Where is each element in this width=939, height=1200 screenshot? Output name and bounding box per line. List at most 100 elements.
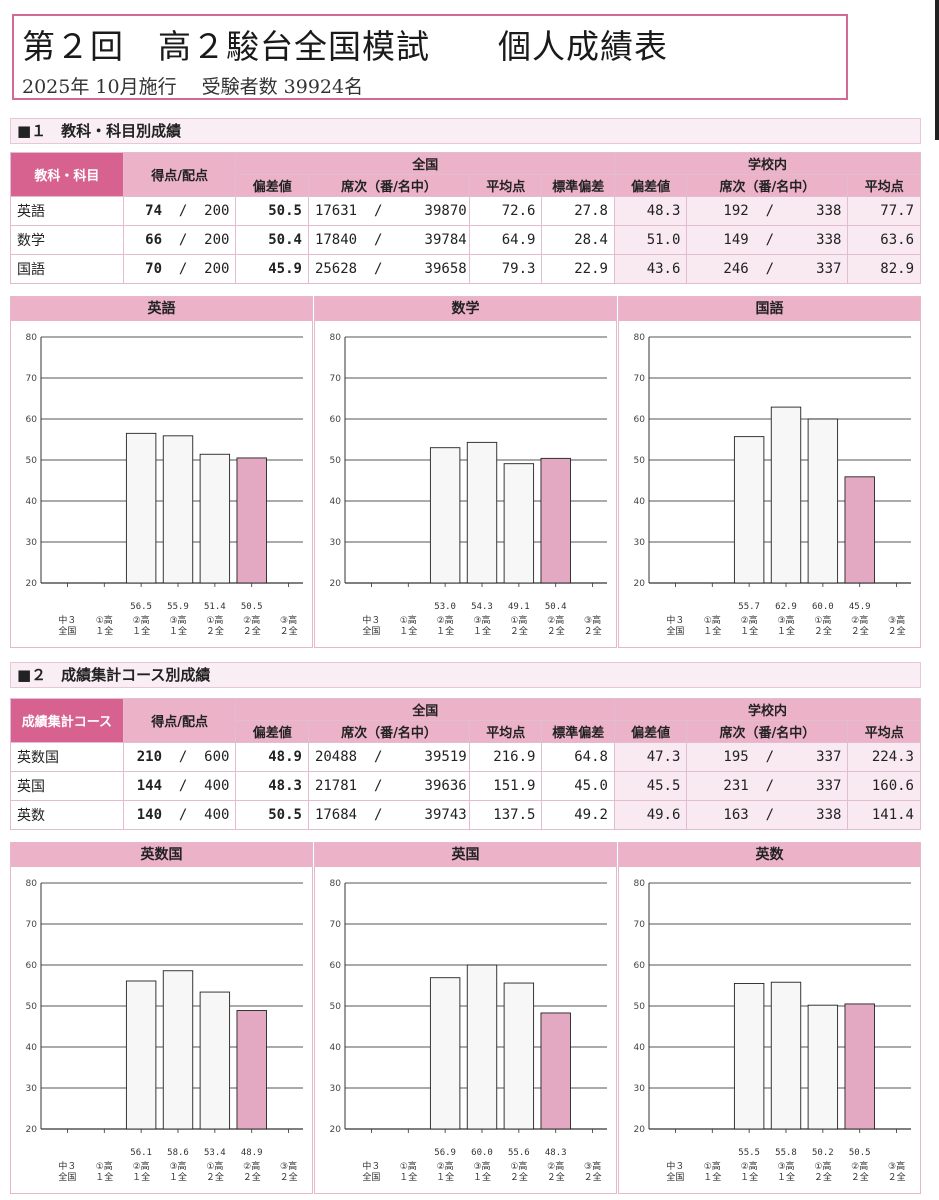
y-tick-label: 30 <box>330 1084 342 1094</box>
national-total: 39743 <box>424 807 467 823</box>
national-sd: 28.4 <box>541 225 615 255</box>
data-label: 54.3 <box>471 602 493 612</box>
school-average: 141.4 <box>847 800 921 830</box>
x-category-label: ２全 <box>206 625 224 637</box>
x-category-label: ①高 <box>400 614 417 626</box>
school-rank: 163 <box>723 807 749 823</box>
national-average: 79.3 <box>468 254 543 284</box>
score-value: 144 <box>136 778 163 794</box>
chart-title: 英数国 <box>11 843 312 867</box>
table-row: 英数国 210 / 600 48.9 20488 / 39519 216.9 64.8 47… <box>10 742 921 772</box>
max-score-value: 200 <box>204 261 230 277</box>
bar <box>199 453 231 584</box>
y-tick-label: 80 <box>634 333 646 343</box>
chart-title: 数学 <box>315 297 616 321</box>
x-category-label: ２全 <box>206 1171 224 1183</box>
x-category-label: ①高 <box>814 614 831 626</box>
national-sd: 45.0 <box>541 771 615 801</box>
score-value: 70 <box>145 261 163 277</box>
y-tick-label: 50 <box>634 1002 646 1012</box>
y-tick-label: 50 <box>634 456 646 466</box>
x-category-label: ２全 <box>510 1171 528 1183</box>
x-category-label: ①高 <box>206 1160 223 1172</box>
header-national: 全国 <box>235 152 615 175</box>
header-national-sd: 標準偏差 <box>541 720 615 743</box>
y-tick-label: 40 <box>26 497 38 507</box>
x-category-label: １全 <box>132 1171 150 1183</box>
y-tick-label: 80 <box>26 333 38 343</box>
y-tick-label: 30 <box>330 538 342 548</box>
x-category-label: ２全 <box>814 1171 832 1183</box>
header-school-dev: 偏差値 <box>613 720 688 743</box>
y-tick-label: 40 <box>634 1043 646 1053</box>
x-category-label: ①高 <box>96 614 113 626</box>
school-rank-cell: 246 / 337 <box>686 254 849 284</box>
national-rank: 20488 <box>314 749 358 765</box>
bar <box>807 1004 839 1130</box>
rank-separator: / <box>748 232 817 248</box>
section2-heading: ■２ 成績集計コース別成績 <box>10 662 921 688</box>
y-tick-label: 70 <box>634 920 646 930</box>
x-category-label: １全 <box>169 1171 187 1183</box>
x-category-label: ①高 <box>510 614 527 626</box>
y-tick-label: 40 <box>330 497 342 507</box>
national-average: 137.5 <box>468 800 543 830</box>
national-total: 39870 <box>424 203 467 219</box>
bar-chart-svg: 20304050607080中３全国①高１全56.1②高１全58.6③高１全53… <box>26 879 303 1183</box>
x-category-label: １全 <box>95 1171 113 1183</box>
x-category-label: ２全 <box>243 1171 261 1183</box>
school-average: 77.7 <box>847 196 921 226</box>
bar <box>844 1003 875 1130</box>
x-category-label: ②高 <box>741 614 758 626</box>
x-category-label: １全 <box>777 625 795 637</box>
section1-heading: ■１ 教科・科目別成績 <box>10 118 921 144</box>
national-total: 39636 <box>424 778 467 794</box>
school-rank: 246 <box>723 261 749 277</box>
y-tick-label: 60 <box>26 961 38 971</box>
x-category-label: ③高 <box>888 1160 905 1172</box>
x-category-label: １全 <box>473 1171 491 1183</box>
data-label: 55.5 <box>738 1148 760 1158</box>
national-total: 39784 <box>424 232 467 248</box>
national-deviation: 45.9 <box>235 254 309 284</box>
y-tick-label: 80 <box>330 879 342 889</box>
score-value: 74 <box>145 203 163 219</box>
x-category-label: ②高 <box>437 1160 454 1172</box>
header-national-sd: 標準偏差 <box>541 174 615 197</box>
table-row: 数学 66 / 200 50.4 17840 / 39784 64.9 28.4 51.0 1… <box>10 225 921 255</box>
header-national: 全国 <box>235 698 615 721</box>
x-category-label: １全 <box>436 625 454 637</box>
x-category-label: ③高 <box>777 614 794 626</box>
row-label: 英国 <box>10 771 124 801</box>
y-tick-label: 20 <box>26 579 38 589</box>
score-value: 210 <box>136 749 163 765</box>
y-tick-label: 70 <box>330 374 342 384</box>
data-label: 51.4 <box>204 602 226 612</box>
data-label: 50.5 <box>241 602 263 612</box>
x-category-label: ①高 <box>206 614 223 626</box>
x-category-label: ②高 <box>133 1160 150 1172</box>
bar <box>236 1010 267 1130</box>
x-category-label: ①高 <box>814 1160 831 1172</box>
y-tick-label: 20 <box>634 579 646 589</box>
bar-chart-svg: 20304050607080中３全国①高１全56.5②高１全55.9③高１全51… <box>26 333 303 637</box>
national-rank: 21781 <box>314 778 358 794</box>
bar <box>503 982 535 1130</box>
chart-title: 英語 <box>11 297 312 321</box>
school-deviation: 43.6 <box>613 254 688 284</box>
scrollbar[interactable] <box>935 0 939 140</box>
x-category-label: ２全 <box>584 1171 602 1183</box>
bar <box>540 457 571 584</box>
header-national-rank: 席次（番/名中） <box>307 720 470 743</box>
x-category-label: ②高 <box>243 614 260 626</box>
national-deviation: 50.4 <box>235 225 309 255</box>
y-tick-label: 60 <box>634 415 646 425</box>
course-chart-row: 英数国 20 30 40 50 60 70 80 中３ 全国 ①高 １全 56.1 ②高 １全 58.6 ③高 １… <box>10 842 921 1194</box>
x-category-label: ①高 <box>704 1160 721 1172</box>
x-category-label: ２全 <box>851 1171 869 1183</box>
y-tick-label: 30 <box>26 1084 38 1094</box>
score-cell: 74 / 200 <box>122 196 237 226</box>
rank-separator: / <box>357 778 425 794</box>
bar <box>199 991 231 1130</box>
x-category-label: 全国 <box>58 625 76 637</box>
